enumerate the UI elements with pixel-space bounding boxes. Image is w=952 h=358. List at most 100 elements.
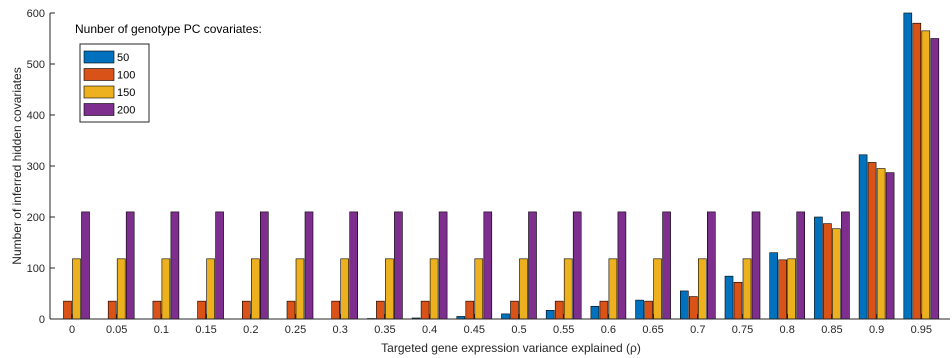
bar-100-0.2	[242, 300, 251, 320]
x-tick-label: 0.5	[511, 324, 526, 336]
x-tick-label: 0.2	[243, 324, 258, 336]
bar-200-0.5	[528, 211, 537, 320]
bar-50-0.8	[769, 252, 779, 320]
bar-100-0.45	[465, 300, 475, 320]
y-tick-label: 500	[27, 59, 45, 71]
x-axis-label: Targeted gene expression variance explai…	[381, 341, 641, 355]
x-tick-label: 0.4	[422, 324, 437, 336]
y-axis-label: Number of inferred hidden covariates	[10, 67, 24, 264]
bar-150-0.75	[742, 258, 752, 320]
bar-200-0.65	[662, 211, 671, 320]
x-tick-label: 0.1	[154, 324, 169, 336]
legend-swatch-200	[83, 103, 115, 116]
y-tick-label: 300	[27, 161, 45, 173]
bar-150-0.55	[563, 258, 573, 320]
x-tick-label: 0.75	[732, 324, 753, 336]
bar-100-0.9	[867, 162, 877, 320]
bar-100-0.3	[331, 300, 341, 320]
bar-200-0.25	[304, 211, 314, 320]
bar-150-0.1	[161, 258, 171, 320]
bar-100-0	[63, 300, 72, 320]
bar-50-0.95	[903, 12, 913, 320]
bar-100-0.75	[733, 281, 743, 320]
x-tick-label: 0.45	[464, 324, 485, 336]
axes: 0 100 200 300 400 500 600 0 0.05 0.1 0.15 0.2 0.25 0.…	[27, 8, 950, 336]
bar-100-0.65	[644, 300, 653, 320]
bar-50-0.65	[635, 299, 644, 320]
legend-label-50: 50	[117, 52, 129, 64]
x-tick-label: 0.65	[642, 324, 663, 336]
x-tick-label: 0	[69, 324, 75, 336]
y-tick-label: 400	[27, 110, 45, 122]
bar-150-0.4	[429, 258, 439, 320]
bar-150-0.9	[876, 168, 886, 320]
bar-150-0.8	[787, 258, 797, 320]
x-tick-label: 0.7	[690, 324, 705, 336]
legend-swatch-100	[83, 68, 115, 81]
bar-200-0.8	[796, 211, 806, 320]
x-tick-label: 0.55	[553, 324, 574, 336]
bar-200-0.15	[215, 211, 224, 320]
legend-label-100: 100	[117, 70, 135, 82]
bar-100-0.95	[912, 22, 922, 320]
legend-title: Nunber of genotype PC covariates:	[75, 22, 262, 36]
x-tick-label: 0.85	[821, 324, 842, 336]
bar-200-0.3	[349, 211, 359, 320]
bar-50-0.55	[545, 310, 555, 320]
bar-150-0.7	[697, 258, 707, 320]
bar-100-0.8	[778, 259, 788, 320]
bar-100-0.55	[554, 300, 564, 320]
bar-50-0.5	[501, 313, 510, 320]
x-tick-label: 0.8	[780, 324, 795, 336]
bar-200-0	[81, 211, 90, 320]
bar-150-0.25	[295, 258, 305, 320]
bar-50-0.85	[814, 216, 823, 320]
bar-100-0.6	[599, 300, 609, 320]
bar-150-0.15	[206, 258, 215, 320]
bar-200-0.7	[706, 211, 716, 320]
legend-label-200: 200	[117, 105, 135, 117]
legend-swatch-50	[83, 50, 115, 64]
y-tick-label: 600	[27, 8, 45, 20]
legend-swatch-150	[83, 85, 115, 99]
legend: Nunber of genotype PC covariates: 50 100 1…	[75, 22, 262, 123]
x-tick-label: 0.6	[601, 324, 616, 336]
bar-200-0.35	[394, 211, 403, 320]
bar-150-0.65	[653, 258, 662, 320]
bar-100-0.1	[152, 300, 162, 320]
bar-200-0.05	[125, 211, 135, 320]
bar-200-0.9	[885, 172, 895, 320]
bar-150-0.6	[608, 258, 618, 320]
x-tick-label: 0.15	[195, 324, 216, 336]
bar-150-0.95	[921, 30, 931, 320]
y-tick-label: 0	[39, 314, 45, 326]
bar-50-0.6	[590, 305, 600, 320]
bar-50-0.75	[724, 275, 734, 320]
bar-200-0.85	[841, 211, 850, 320]
bar-200-0.6	[617, 211, 627, 320]
bar-100-0.4	[420, 300, 430, 320]
bar-150-0.85	[832, 228, 841, 320]
x-tick-label: 0.95	[911, 324, 932, 336]
bar-100-0.5	[510, 300, 519, 320]
y-tick-label: 100	[27, 263, 45, 275]
bar-100-0.85	[823, 223, 832, 320]
bar-100-0.15	[197, 300, 206, 320]
x-tick-label: 0.9	[869, 324, 884, 336]
bar-100-0.05	[107, 300, 117, 320]
x-tick-label: 0.05	[106, 324, 127, 336]
bar-150-0.35	[385, 258, 394, 320]
bar-150-0.05	[116, 258, 126, 320]
y-tick-label: 200	[27, 212, 45, 224]
bar-100-0.7	[688, 296, 698, 320]
bar-150-0.5	[519, 258, 528, 320]
bar-200-0.2	[259, 211, 269, 320]
bar-150-0.2	[251, 258, 260, 320]
x-tick-label: 0.35	[374, 324, 395, 336]
bar-150-0.3	[340, 258, 350, 320]
x-tick-label: 0.3	[333, 324, 348, 336]
bar-150-0	[72, 258, 81, 320]
bar-200-0.75	[751, 211, 761, 320]
x-tick-label: 0.25	[285, 324, 306, 336]
